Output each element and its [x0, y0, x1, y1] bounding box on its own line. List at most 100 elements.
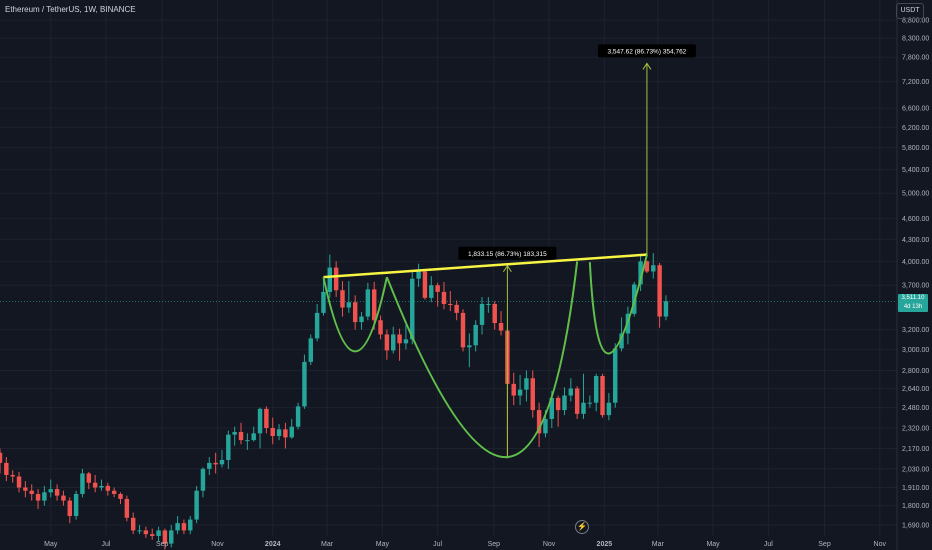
- measure-tool[interactable]: 3,547.62 (86.73%) 354,762: [597, 44, 696, 255]
- candle: [600, 373, 605, 418]
- candle: [429, 276, 434, 303]
- candle: [16, 471, 22, 493]
- candle: [346, 281, 352, 313]
- price-tick-label: 2,320.00: [902, 426, 929, 433]
- price-tick-label: 6,200.00: [902, 125, 929, 132]
- time-tick-label: 2025: [597, 541, 613, 548]
- tradingview-logo-icon[interactable]: ⚡: [575, 520, 589, 534]
- candle: [333, 261, 339, 298]
- candle: [238, 422, 244, 445]
- candle: [219, 449, 225, 468]
- candle-body: [226, 434, 231, 460]
- price-tick-label: 5,400.00: [902, 167, 929, 174]
- candle: [0, 448, 3, 474]
- candle-body: [384, 334, 390, 351]
- candle-body: [16, 476, 22, 488]
- candle-body: [391, 334, 396, 351]
- candle-body: [200, 468, 206, 491]
- price-tick-label: 5,000.00: [902, 191, 929, 198]
- candle: [587, 395, 593, 408]
- arrow-up-icon: [502, 264, 512, 273]
- candle-body: [245, 440, 250, 442]
- candle: [384, 329, 390, 360]
- candle-body: [283, 429, 288, 438]
- price-tick-label: 4,300.00: [902, 237, 929, 244]
- candle: [156, 526, 161, 542]
- candle: [524, 370, 529, 402]
- candle: [175, 516, 180, 535]
- time-tick-label: Nov: [874, 541, 887, 548]
- candle-body: [295, 406, 301, 427]
- candle: [289, 418, 294, 439]
- candle-body: [410, 278, 415, 340]
- candle-body: [99, 485, 104, 488]
- candle: [562, 387, 567, 416]
- candle: [340, 281, 345, 317]
- candle-body: [238, 431, 244, 441]
- candle-body: [651, 265, 656, 272]
- candle-body: [118, 493, 123, 499]
- candle-body: [276, 429, 282, 437]
- candle-body: [359, 316, 364, 323]
- candle-body: [612, 348, 618, 403]
- price-tick-label: 2,800.00: [902, 368, 929, 375]
- candle-body: [562, 395, 567, 411]
- time-tick-label: Jul: [764, 541, 773, 548]
- measure-label: 1,833.15 (86.73%) 183,315: [468, 251, 547, 258]
- candle: [54, 484, 60, 501]
- candle: [378, 315, 383, 340]
- candle: [536, 402, 542, 448]
- time-tick-label: Sep: [818, 541, 831, 548]
- price-tick-label: 2,480.00: [902, 405, 929, 412]
- pattern-curve-left-shoulder[interactable]: [322, 276, 388, 353]
- candle-body: [289, 426, 294, 438]
- candle: [105, 482, 111, 496]
- candle-body: [638, 261, 643, 285]
- candle: [61, 490, 66, 506]
- candle: [200, 467, 206, 498]
- time-tick-label: Mar: [321, 541, 334, 548]
- candle: [321, 277, 326, 316]
- candle-body: [498, 323, 504, 331]
- candle-body: [194, 490, 199, 520]
- candle: [73, 490, 79, 520]
- candle-body: [54, 489, 60, 496]
- candle: [467, 333, 472, 368]
- candle-body: [61, 495, 66, 501]
- candle: [454, 300, 459, 321]
- candle: [486, 297, 491, 313]
- candle-body: [663, 301, 669, 317]
- candle: [257, 407, 263, 449]
- candle: [663, 295, 669, 321]
- candle: [4, 457, 9, 482]
- time-tick-label: May: [706, 541, 720, 548]
- candle: [638, 253, 643, 292]
- candle: [124, 495, 130, 522]
- pattern-curve-head[interactable]: [385, 261, 579, 459]
- currency-button[interactable]: USDT: [896, 3, 924, 19]
- measure-tool[interactable]: 1,833.15 (86.73%) 183,315: [458, 246, 557, 458]
- candle-body: [10, 474, 15, 477]
- candle-body: [188, 519, 193, 531]
- candle: [435, 282, 440, 307]
- candle: [245, 433, 250, 450]
- candle: [511, 372, 516, 406]
- price-tick-label: 2,170.00: [902, 446, 929, 453]
- candle-body: [549, 397, 555, 419]
- neckline[interactable]: [323, 253, 648, 279]
- candle-body: [555, 397, 561, 411]
- pattern-curve-right-shoulder[interactable]: [588, 254, 648, 355]
- candle-body: [251, 433, 256, 441]
- candle: [593, 373, 599, 412]
- candle-body: [137, 530, 142, 532]
- candle: [137, 524, 142, 535]
- candle: [441, 281, 447, 310]
- price-axis[interactable]: 8,800.00 8,300.00 7,800.00 7,200.00 6,600.00…: [902, 18, 929, 530]
- candle-body: [48, 489, 53, 493]
- candle: [80, 468, 85, 498]
- candle: [530, 370, 535, 418]
- time-axis[interactable]: May Jul Sep Nov 2024 Mar May Jul Sep Nov 2025 Mar Ma…: [44, 541, 886, 548]
- candle-body: [587, 402, 593, 404]
